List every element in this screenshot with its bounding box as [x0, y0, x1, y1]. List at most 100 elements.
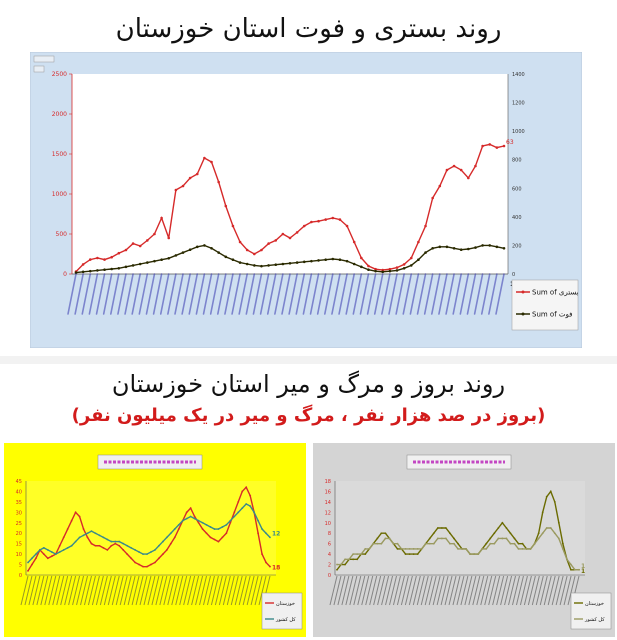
x-tick-label-46	[203, 575, 211, 606]
y-tick-label-4: 8	[328, 531, 331, 537]
data-point-s1-44	[388, 269, 392, 273]
data-point-s1-38	[345, 259, 349, 263]
x-tick-label-55	[459, 273, 470, 315]
y-tick-label-0: 0	[19, 573, 22, 579]
x-tick-label-51	[222, 575, 231, 606]
y2-tick-label-0: 0	[512, 272, 515, 278]
x-tick-label-46	[395, 273, 405, 315]
data-point-s0-18	[408, 553, 411, 556]
x-tick-label-54	[234, 575, 243, 606]
data-point-s1-35	[477, 553, 480, 556]
x-tick-label-9	[365, 575, 374, 606]
x-tick-label-6	[110, 273, 120, 315]
x-tick-label-21	[412, 575, 421, 606]
x-tick-label-17	[396, 575, 405, 606]
x-tick-label-13	[381, 575, 390, 606]
data-point-s0-30	[457, 542, 459, 545]
data-point-s1-24	[122, 542, 125, 545]
y2-tick-label-6: 1200	[512, 101, 525, 107]
data-point-s0-0	[27, 569, 29, 572]
data-point-s0-2	[35, 557, 37, 560]
chart2-title: روند بروز و مرگ و میر استان خوزستان	[111, 370, 506, 398]
data-point-s0-2	[344, 563, 346, 566]
x-tick-label-34	[155, 575, 164, 606]
data-point-s1-49	[221, 526, 224, 528]
data-point-s0-41	[501, 521, 504, 524]
x-tick-label-52	[535, 575, 544, 606]
y2-tick-label-5: 1000	[512, 129, 525, 135]
data-point-s1-53	[549, 527, 552, 529]
data-point-s0-60	[502, 144, 506, 148]
x-tick-label-8	[124, 273, 134, 315]
data-point-s0-15	[86, 536, 89, 539]
data-point-s0-5	[356, 558, 359, 561]
plot-area	[26, 481, 276, 575]
data-point-s0-13	[167, 236, 171, 240]
data-point-s1-19	[102, 536, 105, 539]
data-point-s0-56	[561, 542, 564, 545]
x-tick-label-48	[210, 575, 219, 606]
x-tick-label-60	[567, 575, 576, 606]
x-tick-label-1	[24, 575, 33, 606]
x-tick-label-42	[496, 575, 505, 606]
x-tick-label-16	[83, 575, 92, 606]
data-point-s0-26	[260, 248, 263, 252]
data-point-s1-58	[257, 519, 259, 522]
x-tick-label-23	[231, 273, 241, 315]
data-point-s0-6	[117, 251, 121, 255]
data-point-s1-39	[181, 519, 184, 522]
x-tick-label-40	[488, 575, 497, 606]
data-point-s0-0	[336, 568, 338, 571]
data-point-s1-51	[229, 519, 232, 522]
x-tick-label-36	[163, 575, 172, 606]
x-tick-label-8	[361, 575, 370, 606]
data-point-s0-48	[217, 540, 220, 543]
data-point-s1-17	[404, 547, 407, 550]
data-point-s1-47	[525, 547, 528, 550]
y-tick-label-3: 6	[328, 542, 331, 548]
data-point-s1-14	[82, 534, 85, 537]
data-point-s1-37	[338, 258, 342, 262]
data-point-s1-17	[94, 532, 97, 535]
data-point-s1-0	[27, 561, 29, 564]
x-tick-label-59	[254, 575, 263, 606]
x-tick-label-45	[388, 273, 398, 315]
data-point-s0-7	[124, 248, 128, 252]
data-point-s0-44	[201, 528, 204, 530]
y-tick-label-8: 16	[325, 489, 331, 495]
x-tick-label-55	[547, 575, 556, 606]
y-tick-label-1: 500	[56, 231, 68, 238]
data-point-s1-40	[360, 265, 363, 269]
chart-background	[313, 443, 615, 637]
x-tick-label-26	[432, 575, 441, 606]
data-point-s1-3	[348, 558, 350, 561]
filter-button	[33, 55, 55, 63]
x-tick-label-19	[95, 575, 104, 606]
data-point-s0-13	[78, 515, 81, 518]
y-tick-label-3: 15	[16, 542, 22, 548]
legend-box	[511, 279, 579, 331]
data-point-s1-59	[261, 528, 263, 530]
data-point-s1-51	[541, 532, 544, 535]
data-point-s0-36	[169, 542, 172, 545]
x-tick-label-41	[359, 273, 370, 315]
data-point-s0-59	[261, 553, 263, 556]
x-tick-label-0	[329, 575, 338, 606]
data-point-s1-8	[58, 551, 61, 553]
data-point-s1-14	[392, 542, 395, 545]
data-point-s1-19	[412, 547, 415, 550]
y2-tick-label-7: 1400	[512, 72, 525, 78]
data-point-s1-57	[481, 244, 484, 247]
data-point-s0-20	[106, 549, 109, 551]
legend: خوزستان کل کشور	[570, 592, 612, 630]
data-point-s1-43	[509, 542, 512, 545]
data-point-s1-35	[324, 258, 327, 262]
filter-button	[33, 65, 45, 73]
data-point-s1-36	[331, 257, 335, 261]
data-point-s1-30	[288, 261, 292, 265]
data-point-s1-44	[513, 542, 516, 545]
data-point-s0-24	[245, 248, 249, 252]
y-tick-label-7: 14	[325, 500, 331, 506]
x-tick-label-11	[145, 273, 156, 315]
data-point-s0-5	[46, 557, 49, 560]
